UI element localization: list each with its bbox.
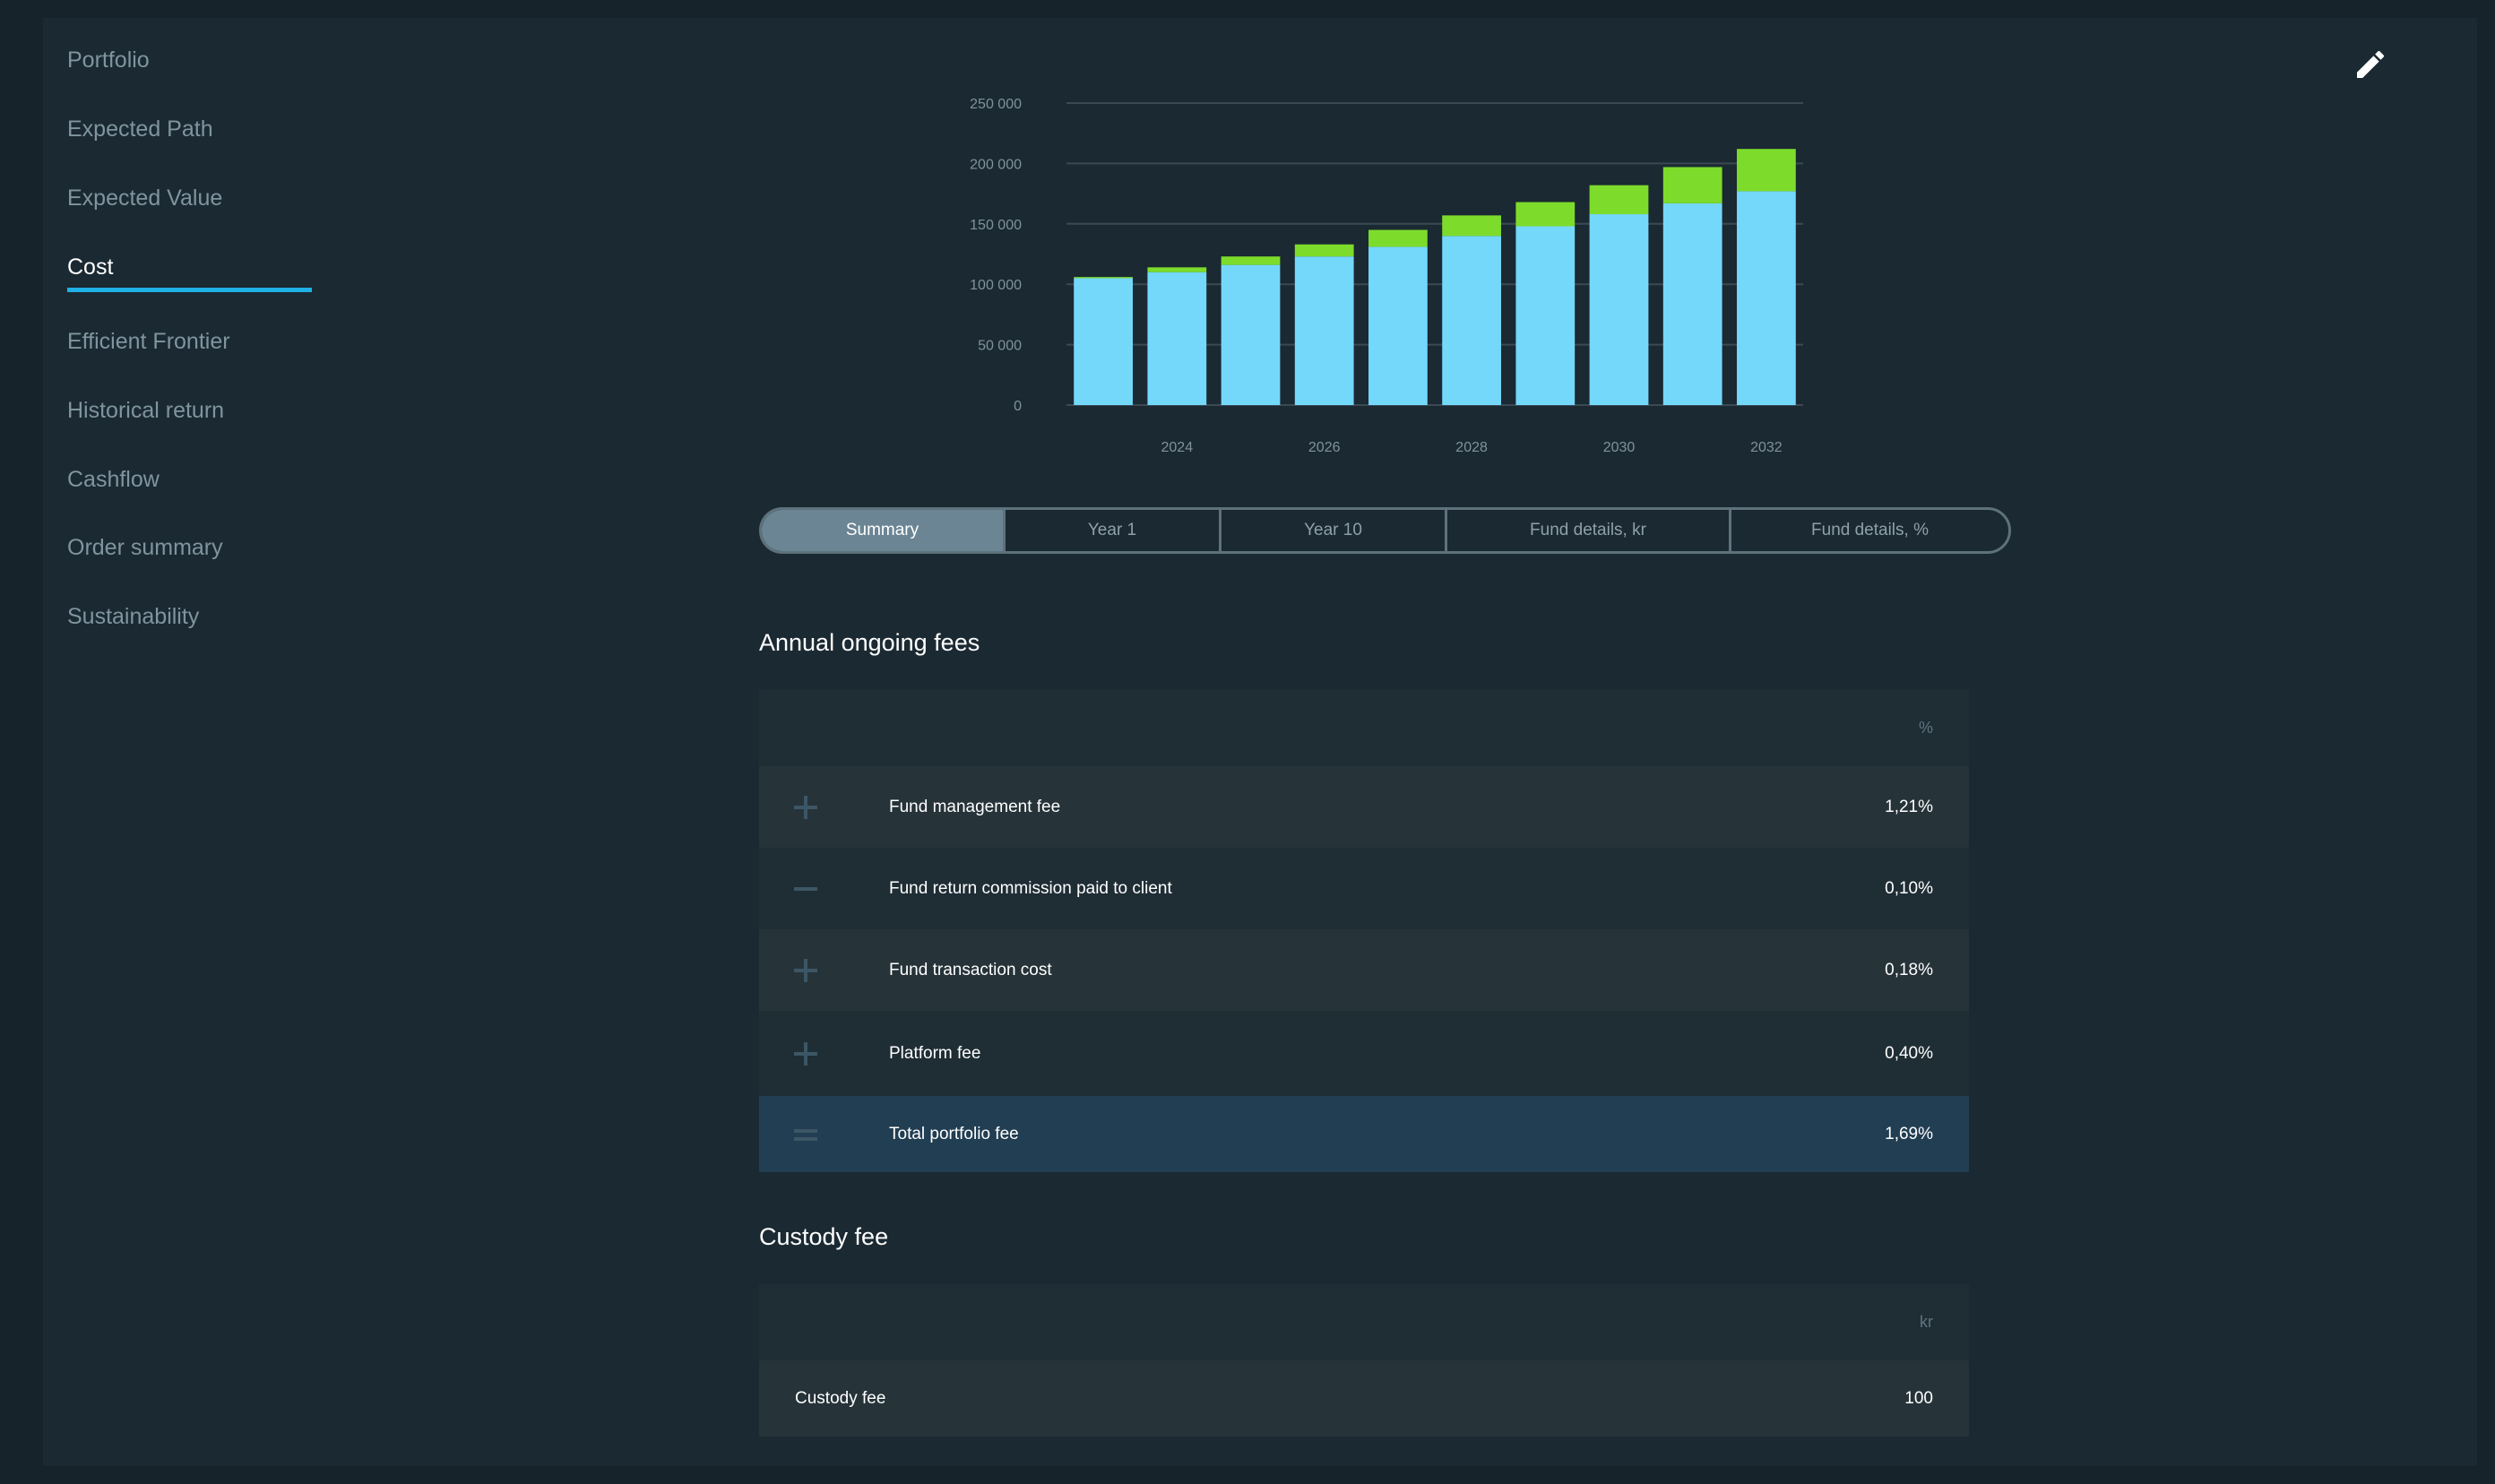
bar-segment-series-0-2028 [1442,236,1501,405]
cost-bar-chart: 0 50 000 100 000 150 000 200 000 250 000 2024… [970,97,1803,455]
fee-value: 1,21% [1885,797,1933,816]
x-tick-label: 2032 [1750,440,1783,455]
sidebar-item-order-summary[interactable]: Order summary [67,535,223,560]
x-tick-label: 2028 [1455,440,1488,455]
unit-label: kr [1920,1313,1933,1331]
bar-segment-series-1-2026 [1294,244,1354,257]
fee-label: Fund transaction cost [889,960,1052,979]
bar-segment-series-1-2031 [1662,167,1722,203]
bar-segment-series-0-2025 [1221,264,1281,405]
bar-segment-series-1-2023 [1074,277,1133,279]
custody-fee-table: kr Custody fee 100 [759,1284,1969,1437]
table-row: Platform fee 0,40% [759,1011,1969,1096]
table-row: Fund management fee 1,21% [759,766,1969,848]
y-tick-label: 150 000 [970,218,1022,233]
fee-value: 0,10% [1885,878,1933,898]
plus-icon [794,795,817,819]
cost-view-tabs: Summary Year 1 Year 10 Fund details, kr … [759,507,2011,554]
annual-fees-title: Annual ongoing fees [759,629,980,656]
table-row-total: Total portfolio fee 1,69% [759,1096,1969,1172]
pencil-icon[interactable] [2353,47,2388,82]
bar-segment-series-1-2030 [1589,185,1649,215]
bar-segment-series-1-2032 [1737,149,1796,192]
bar-segment-series-1-2028 [1442,215,1501,237]
sidebar-item-historical-return[interactable]: Historical return [67,398,225,423]
y-tick-label: 200 000 [970,157,1022,172]
table-row: Fund transaction cost 0,18% [759,929,1969,1011]
bar-segment-series-0-2026 [1294,256,1354,405]
bar-segment-series-1-2027 [1368,229,1428,247]
table-row: Fund return commission paid to client 0,… [759,848,1969,929]
fee-label: Platform fee [889,1043,981,1063]
x-tick-label: 2024 [1161,440,1194,455]
y-tick-label: 100 000 [970,278,1022,293]
plus-icon [794,1041,817,1066]
bar-segment-series-1-2029 [1515,202,1576,227]
bar-segment-series-0-2031 [1662,203,1722,405]
tab-fund-details-percent[interactable]: Fund details, % [1811,521,1929,539]
table-row: Custody fee 100 [759,1360,1969,1437]
x-tick-label: 2030 [1603,440,1636,455]
bar-segment-series-0-2027 [1368,246,1428,405]
table-header: kr [759,1284,1969,1360]
y-tick-label: 0 [1014,399,1022,414]
tab-summary[interactable]: Summary [762,510,1006,551]
bar-segment-series-0-2030 [1589,214,1649,405]
unit-label: % [1918,719,1933,737]
plus-icon [794,958,817,982]
sidebar-item-expected-path[interactable]: Expected Path [67,116,213,142]
annual-fees-table: % Fund management fee 1,21% Fund return … [759,690,1969,1172]
fee-label: Fund management fee [889,797,1061,816]
minus-icon [794,886,817,891]
fee-value: 100 [1904,1388,1933,1408]
tab-year-10[interactable]: Year 10 [1222,510,1447,551]
bar-segment-series-1-2025 [1221,256,1281,265]
sidebar-item-sustainability[interactable]: Sustainability [67,604,200,629]
equals-icon [794,1128,817,1141]
sidebar-item-portfolio[interactable]: Portfolio [67,47,150,73]
bar-segment-series-0-2024 [1147,272,1207,405]
table-header: % [759,690,1969,766]
tab-year-1[interactable]: Year 1 [1006,510,1222,551]
bar-segment-series-0-2032 [1737,191,1796,405]
fee-value: 1,69% [1885,1124,1933,1143]
sidebar-item-cost[interactable]: Cost [67,255,114,280]
y-tick-label: 50 000 [978,339,1022,354]
bar-segment-series-1-2024 [1147,267,1207,272]
bar-segment-series-0-2029 [1515,226,1576,405]
x-tick-label: 2026 [1308,440,1341,455]
fee-value: 0,40% [1885,1043,1933,1063]
fee-label: Custody fee [795,1388,886,1408]
fee-label: Fund return commission paid to client [889,878,1172,898]
active-nav-indicator [67,288,312,292]
bar-segment-series-0-2023 [1074,278,1133,405]
sidebar-item-expected-value[interactable]: Expected Value [67,186,223,211]
custody-fee-title: Custody fee [759,1223,889,1250]
sidebar-item-cashflow[interactable]: Cashflow [67,467,160,492]
fee-label: Total portfolio fee [889,1124,1019,1143]
fee-value: 0,18% [1885,960,1933,979]
tab-fund-details-kr[interactable]: Fund details, kr [1447,510,1731,551]
y-tick-label: 250 000 [970,97,1022,112]
sidebar-item-efficient-frontier[interactable]: Efficient Frontier [67,329,230,354]
